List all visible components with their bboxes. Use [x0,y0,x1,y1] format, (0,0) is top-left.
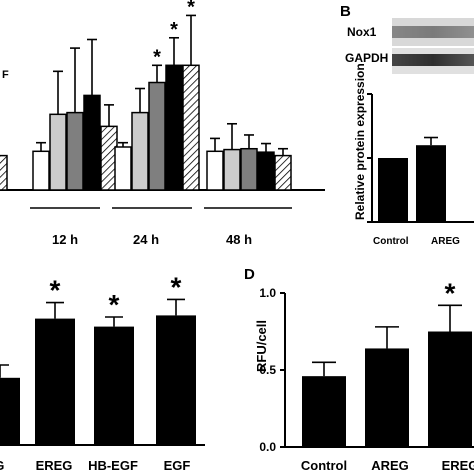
panel-letter-d: D [244,266,255,283]
panel-a-significance-star: * [170,19,178,41]
panel-a-bar [165,64,183,191]
panel-a-bar [274,154,292,191]
panel-a-bar [131,111,149,191]
panel-d-bar [365,348,409,447]
panel-c-category-label: EG [0,458,4,473]
panel-a-bar [148,81,166,191]
panel-c-significance-star: * [171,271,182,302]
panel-b-category-label: Control [373,236,409,247]
blot-band-nox1-dark [392,26,474,38]
panel-a-bar [206,150,224,191]
blot-label-nox1: Nox1 [347,25,377,39]
panel-d-ylabel: RFU/cell [254,320,269,372]
panel-b: Nox1 GAPDH Relative protein expression C… [345,18,474,247]
panel-c-significance-star: * [109,289,120,320]
panel-a-significance-star: * [187,0,195,18]
panel-a-bar [240,147,258,191]
panel-letter-b: B [340,3,351,20]
panel-c-bar [0,377,20,445]
panel-b-category-label: AREG [431,236,460,247]
panel-c-category-label: EREG [36,458,73,473]
panel-d-tick-label: 0.5 [259,363,276,377]
panel-d-bar [428,331,472,447]
panel-d-tick-label: 0.0 [259,440,276,454]
panel-a-bar [223,148,241,191]
panel-a-group-label: 24 h [133,232,159,247]
panel-c-category-label: EGF [164,458,191,473]
blot-label-gapdh: GAPDH [345,51,388,65]
panel-d-category-label: AREG [371,458,409,473]
panel-a-partial-bar [0,154,8,191]
panel-c-category-label: HB-EGF [88,458,138,473]
panel-c-bar [35,318,75,445]
panel-a-bar [257,151,275,191]
panel-c: EG * EREG * HB-EGF * EGF [0,271,205,473]
panel-a-group-label: 48 h [226,232,252,247]
blot-band-gapdh-dark [392,54,474,66]
panel-b-ylabel: Relative protein expression [353,63,367,220]
panel-a-group-label: 12 h [52,232,78,247]
panel-c-significance-star: * [50,275,61,306]
panel-d-tick-label: 1.0 [259,286,276,300]
panel-a-partial-mark: F [2,69,9,81]
panel-a-bar [83,94,101,191]
panel-a-significance-star: * [153,46,161,68]
panel-d: RFU/cell 0.0 0.5 1.0 Control AREG * EREG [254,277,474,473]
panel-d-significance-star: * [445,277,456,308]
panel-d-category-label: Control [301,458,347,473]
panel-d-category-label: EREG [442,458,474,473]
panel-a-bar [49,113,67,191]
panel-c-bar [156,315,196,445]
panel-a-bar [182,64,200,191]
panel-b-bar [416,145,446,222]
panel-a: F * * * 12 h 24 h 48 h [0,0,325,247]
panel-a-bar [66,111,84,191]
panel-c-bar [94,326,134,445]
panel-d-bar [302,376,346,447]
panel-a-bar [114,146,132,191]
panel-a-bar [32,150,50,191]
panel-b-bar [378,158,408,222]
